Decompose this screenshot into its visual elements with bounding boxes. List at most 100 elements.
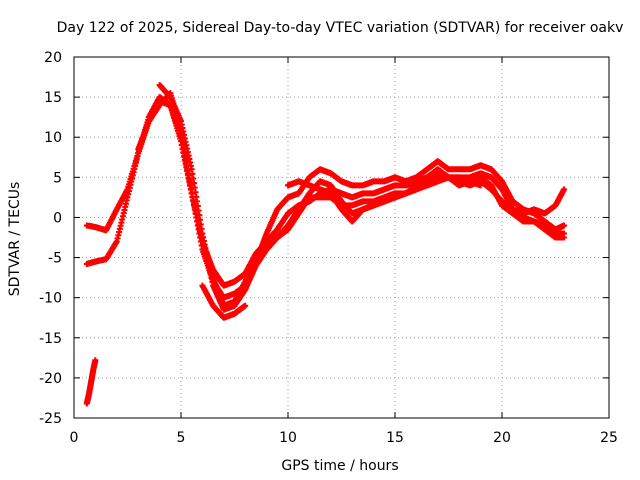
data-point: [350, 211, 354, 215]
data-point: [436, 167, 440, 171]
data-point: [479, 183, 483, 187]
data-point: [329, 183, 333, 187]
data-point: [393, 183, 397, 187]
data-point: [115, 207, 119, 211]
data-point: [286, 195, 290, 199]
data-point: [562, 187, 566, 191]
data-point: [372, 179, 376, 183]
data-point: [307, 191, 311, 195]
data-point: [85, 402, 89, 406]
data-point: [372, 191, 376, 195]
data-point: [190, 191, 194, 195]
data-point: [340, 179, 343, 183]
x-axis-label: GPS time / hours: [281, 458, 398, 474]
data-point: [350, 219, 354, 223]
data-point: [382, 187, 386, 191]
data-point: [93, 225, 97, 229]
data-point: [275, 236, 279, 239]
data-point: [447, 175, 450, 179]
data-point: [158, 83, 162, 87]
data-point: [554, 231, 557, 235]
data-point: [500, 187, 504, 191]
data-point: [436, 179, 440, 183]
data-point: [222, 284, 226, 288]
data-point: [126, 195, 129, 199]
x-tick-label: 5: [177, 430, 186, 446]
data-point: [168, 95, 172, 99]
data-point: [91, 368, 95, 372]
data-point: [340, 199, 343, 203]
data-point: [361, 191, 365, 195]
x-tick-label: 20: [493, 430, 511, 446]
data-point: [350, 195, 354, 199]
data-point: [89, 380, 93, 384]
data-point: [200, 231, 204, 235]
data-point: [511, 199, 515, 203]
data-point: [479, 163, 483, 167]
data-point: [532, 211, 536, 215]
data-point: [286, 211, 290, 215]
data-point: [286, 223, 290, 227]
data-point: [93, 260, 97, 264]
data-point: [104, 257, 108, 261]
data-point: [489, 175, 493, 179]
data-point: [179, 119, 183, 123]
data-point: [554, 203, 557, 207]
chart-title: Day 122 of 2025, Sidereal Day-to-day VTE…: [57, 20, 624, 36]
y-tick-label: -5: [48, 251, 62, 267]
data-point: [543, 211, 547, 215]
axis-ticks: 0 5 10 15 20 25 -25 -20 -15 -10 -5 0 5 10 15 20: [39, 50, 618, 446]
data-point: [457, 183, 461, 187]
data-points: [83, 82, 568, 407]
data-point: [115, 240, 119, 244]
x-tick-label: 0: [70, 430, 79, 446]
data-point: [479, 175, 483, 179]
data-point: [286, 183, 290, 187]
data-point: [307, 175, 311, 179]
data-point: [457, 167, 461, 171]
data-point: [200, 284, 204, 288]
data-point: [136, 147, 140, 151]
y-tick-label: 15: [44, 90, 62, 106]
x-tick-label: 15: [386, 430, 404, 446]
y-tick-label: 5: [53, 170, 62, 186]
data-point: [489, 187, 493, 191]
data-point: [468, 167, 472, 171]
data-point: [350, 183, 354, 187]
data-point: [521, 215, 525, 219]
data-point: [468, 179, 472, 183]
series-trace-5: [199, 282, 249, 321]
data-point: [275, 227, 279, 231]
data-point: [404, 183, 408, 187]
data-point: [361, 183, 365, 187]
data-point: [562, 236, 566, 239]
data-point: [329, 171, 333, 175]
data-point: [307, 183, 311, 187]
y-tick-label: -15: [39, 331, 62, 347]
data-point: [87, 392, 91, 396]
data-point: [361, 199, 365, 203]
data-point: [147, 119, 151, 123]
y-tick-label: -20: [39, 371, 62, 387]
data-point: [222, 316, 226, 320]
data-point: [104, 228, 108, 232]
data-point: [233, 312, 236, 316]
data-point: [190, 167, 194, 171]
data-point: [532, 219, 536, 223]
data-point: [233, 280, 236, 284]
data-point: [479, 171, 483, 175]
data-point: [404, 191, 408, 195]
data-point: [414, 175, 418, 179]
y-tick-label: 0: [53, 210, 62, 226]
data-point: [254, 256, 258, 260]
series-trace-7: [83, 357, 99, 407]
data-point: [562, 231, 566, 235]
data-point: [222, 308, 226, 312]
data-point: [340, 207, 343, 211]
data-point: [265, 248, 269, 252]
data-point: [233, 292, 236, 296]
data-point: [447, 167, 450, 171]
data-point: [414, 187, 418, 191]
data-point: [275, 207, 279, 211]
